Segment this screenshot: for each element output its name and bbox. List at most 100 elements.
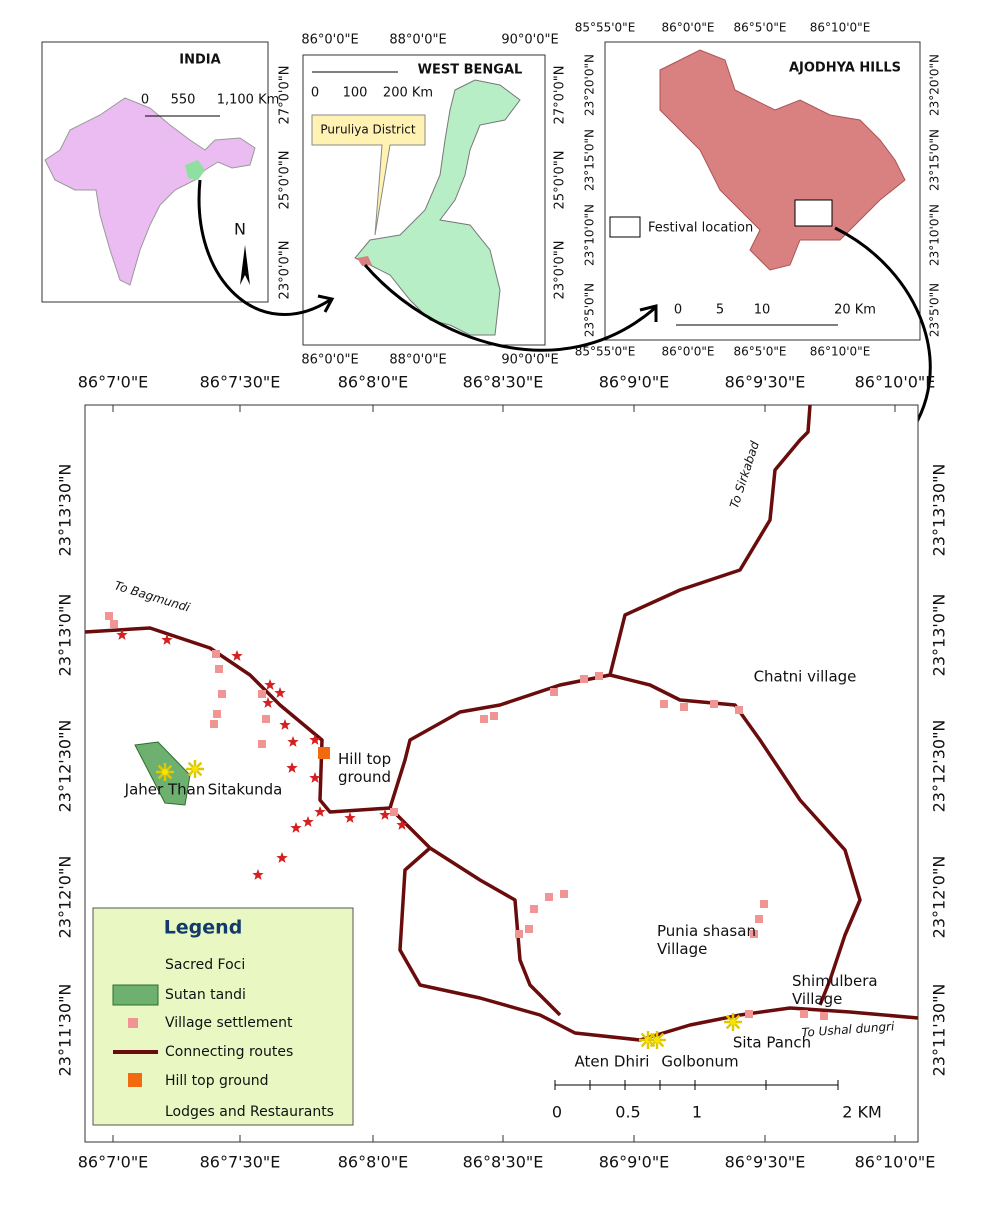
lodge bbox=[379, 809, 391, 820]
hill-top-ground bbox=[318, 747, 330, 759]
x-tick-label: 85°55'0"E bbox=[575, 21, 636, 35]
lodge bbox=[279, 719, 291, 730]
scale-label: 0 bbox=[674, 303, 682, 318]
settlement bbox=[480, 715, 488, 723]
settlements bbox=[105, 612, 828, 1020]
legend-box bbox=[92, 907, 354, 1126]
north-label: N bbox=[234, 220, 246, 239]
y-tick-label: 23°12'30"N bbox=[930, 720, 949, 813]
place-label: Punia shasan Village bbox=[657, 922, 756, 958]
y-tick-label: 23°13'0"N bbox=[56, 594, 75, 677]
inset-title: AJODHYA HILLS bbox=[789, 61, 901, 76]
settlement bbox=[213, 710, 221, 718]
y-tick-label: 23°0'0"N bbox=[553, 241, 568, 300]
settlement bbox=[750, 930, 758, 938]
lodge bbox=[287, 736, 299, 747]
inset-title: WEST BENGAL bbox=[418, 63, 523, 78]
x-tick-label: 86°8'30"E bbox=[463, 373, 544, 392]
north-arrow bbox=[240, 245, 250, 285]
place-label: Punia shasan Village bbox=[657, 922, 756, 958]
x-tick-label: 88°0'0"E bbox=[389, 353, 446, 368]
lodge bbox=[276, 852, 288, 863]
settlement bbox=[525, 925, 533, 933]
y-tick-label: 23°10'0"N bbox=[928, 204, 942, 266]
scale-label: 5 bbox=[716, 303, 724, 318]
lodge bbox=[161, 634, 173, 645]
lodge bbox=[314, 806, 326, 817]
y-tick-label: 23°5'0"N bbox=[928, 283, 942, 337]
legend-label: Festival location bbox=[648, 221, 753, 236]
x-tick-label: 86°7'0"E bbox=[78, 373, 149, 392]
scale-label: 20 Km bbox=[834, 303, 876, 318]
y-tick-label: 23°13'0"N bbox=[930, 594, 949, 677]
settlement bbox=[755, 915, 763, 923]
focus-center bbox=[730, 1019, 736, 1025]
settlement bbox=[820, 1012, 828, 1020]
settlement bbox=[530, 905, 538, 913]
x-tick-label: 86°8'0"E bbox=[338, 1153, 409, 1172]
callout-label: Puruliya District bbox=[320, 123, 416, 137]
lodge bbox=[231, 650, 243, 661]
settlement bbox=[545, 893, 553, 901]
x-tick-label: 86°9'30"E bbox=[725, 373, 806, 392]
settlement bbox=[660, 700, 668, 708]
legend-label: Hill top ground bbox=[165, 1073, 269, 1089]
settlement bbox=[680, 703, 688, 711]
x-tick-label: 86°8'0"E bbox=[338, 373, 409, 392]
scale-label: 0.5 bbox=[615, 1103, 640, 1122]
settlement bbox=[800, 1010, 808, 1018]
x-tick-label: 86°10'0"E bbox=[810, 345, 871, 359]
y-tick-label: 23°13'30"N bbox=[56, 464, 75, 557]
place-label: Sita Panch bbox=[733, 1034, 811, 1052]
x-tick-label: 86°9'30"E bbox=[725, 1153, 806, 1172]
legend-title: Legend bbox=[164, 917, 243, 939]
legend-swatch bbox=[609, 216, 641, 238]
legend-label: Village settlement bbox=[165, 1015, 293, 1031]
x-tick-label: 86°0'0"E bbox=[662, 345, 715, 359]
lodge bbox=[290, 822, 302, 833]
x-tick-label: 86°7'0"E bbox=[78, 1153, 149, 1172]
y-tick-label: 23°20'0"N bbox=[583, 54, 597, 116]
y-tick-label: 23°12'0"N bbox=[56, 856, 75, 939]
place-label: To Ushal dungri bbox=[801, 1019, 895, 1039]
focus-center bbox=[654, 1037, 660, 1043]
settlement bbox=[760, 900, 768, 908]
x-tick-label: 90°0'0"E bbox=[501, 353, 558, 368]
y-tick-label: 23°5'0"N bbox=[583, 283, 597, 337]
settlement bbox=[710, 700, 718, 708]
scale-label: 2 KM bbox=[842, 1103, 882, 1122]
y-tick-label: 23°11'30"N bbox=[56, 984, 75, 1077]
west-bengal-shape bbox=[354, 79, 521, 336]
lodge bbox=[396, 819, 408, 830]
puruliya-shape bbox=[357, 256, 372, 266]
x-tick-label: 86°10'0"E bbox=[855, 373, 936, 392]
y-tick-label: 23°15'0"N bbox=[583, 129, 597, 191]
scale-label: 1,100 Km bbox=[217, 93, 280, 108]
lodge bbox=[309, 772, 321, 783]
y-tick-label: 25°0'0"N bbox=[278, 151, 293, 210]
x-tick-label: 86°0'0"E bbox=[301, 353, 358, 368]
scale-label: 10 bbox=[754, 303, 771, 318]
x-tick-label: 86°9'0"E bbox=[599, 373, 670, 392]
settlement bbox=[262, 715, 270, 723]
x-tick-label: 86°0'0"E bbox=[662, 21, 715, 35]
scale-label: 0 bbox=[552, 1103, 562, 1122]
x-tick-label: 88°0'0"E bbox=[389, 33, 446, 48]
y-tick-label: 27°0'0"N bbox=[278, 66, 293, 125]
lodge bbox=[286, 762, 298, 773]
lodges bbox=[116, 629, 408, 1119]
x-tick-label: 86°0'0"E bbox=[301, 33, 358, 48]
place-label: Chatni village bbox=[754, 668, 857, 686]
settlement bbox=[550, 688, 558, 696]
focus-center bbox=[192, 766, 198, 772]
place-label: Hill top ground bbox=[338, 750, 391, 786]
lodge bbox=[274, 687, 286, 698]
y-tick-label: 25°0'0"N bbox=[553, 151, 568, 210]
place-label: Shimulbera Village bbox=[792, 972, 878, 1008]
x-tick-label: 85°55'0"E bbox=[575, 345, 636, 359]
legend-label: Connecting routes bbox=[165, 1044, 293, 1060]
focus-center bbox=[162, 769, 168, 775]
y-tick-label: 23°0'0"N bbox=[278, 241, 293, 300]
scale-label: 550 bbox=[171, 93, 196, 108]
